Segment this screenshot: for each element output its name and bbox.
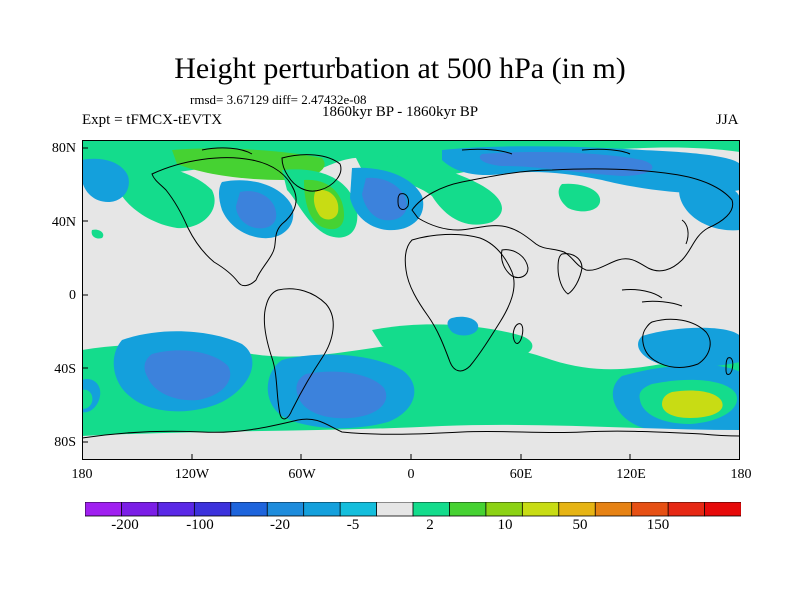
world-map [82, 140, 740, 460]
experiment-label: Expt = tFMCX-tEVTX [82, 112, 223, 128]
lon-label-180w: 180 [71, 467, 93, 482]
coast-eurasia [411, 168, 734, 272]
lat-label-80n: 80N [51, 141, 76, 156]
lon-label-60e: 60E [509, 467, 533, 482]
coast-arabia [501, 249, 529, 279]
colorbar-swatch [121, 502, 159, 517]
colorbar-swatch [594, 502, 633, 517]
field-blob-south-america-neg-core [296, 371, 387, 419]
coast-indonesia [621, 289, 683, 307]
colorbar-swatch [266, 502, 305, 517]
colorbar-swatch [704, 502, 741, 517]
colorbar-swatch [558, 502, 596, 517]
colorbar-label-neg100: -100 [186, 517, 214, 533]
chart-title: Height perturbation at 500 hPa (in m) [174, 52, 626, 85]
field-blob-natlantic-neg-core [362, 177, 407, 221]
lat-label-40n: 40N [51, 215, 76, 230]
period-label: 1860kyr BP - 1860kyr BP [322, 104, 479, 120]
map-ticks [82, 147, 631, 460]
colorbar-label-10: 10 [497, 517, 513, 533]
coast-north-america [151, 157, 297, 287]
colorbar-label-2: 2 [426, 517, 434, 533]
stats-label: rmsd= 3.67129 diff= 2.47432e-08 [190, 92, 367, 107]
coast-south-america [263, 288, 334, 420]
colorbar-swatch [485, 502, 524, 517]
coast-new-zealand [725, 357, 734, 375]
lon-label-180e: 180 [730, 467, 752, 482]
lat-label-80s: 80S [54, 435, 76, 450]
colorbar-swatch [85, 502, 123, 517]
colorbar-swatch [667, 502, 706, 517]
colorbar-label-150: 150 [646, 517, 670, 533]
coast-uk [397, 193, 409, 210]
colorbar-swatch [157, 502, 196, 517]
colorbar-label-neg5: -5 [346, 517, 360, 533]
field-blob-small-pacific [91, 229, 104, 239]
field-blob-atlantic-yellow [313, 189, 339, 220]
field-blob-europe-green [352, 150, 502, 225]
field-blob-east-indian-neg [638, 327, 740, 368]
lon-label-60w: 60W [288, 467, 316, 482]
field-blob-namerica-neg-core [236, 191, 277, 229]
field-blob-africa-neg [447, 316, 479, 336]
lon-label-120w: 120W [174, 467, 210, 482]
lon-label-120e: 120E [616, 467, 646, 482]
lon-label-0: 0 [407, 467, 415, 482]
colorbar-swatch [449, 502, 487, 517]
lat-label-0: 0 [69, 288, 76, 303]
colorbar-swatch [631, 502, 669, 517]
colorbar-swatch [376, 502, 414, 517]
field-blob-npacific-neg [82, 158, 129, 202]
colorbar-swatch [521, 502, 560, 517]
colorbar-swatch [230, 502, 268, 517]
coast-australia [642, 318, 711, 368]
colorbar-swatch [339, 502, 378, 517]
coast-arctic-islands [201, 147, 631, 155]
coast-antarctica [82, 418, 740, 439]
field-blob-east-asia-green [558, 183, 601, 212]
season-label: JJA [716, 112, 739, 128]
field-blob-south-indian-yellow [662, 390, 723, 418]
colorbar-swatch [303, 502, 341, 517]
coast-japan [681, 219, 689, 245]
coast-greenland [281, 154, 342, 192]
coast-india [557, 253, 583, 295]
field-blob-sw-edge-green [82, 389, 93, 409]
colorbar-swatch [412, 502, 451, 517]
colorbar-swatch [193, 502, 232, 517]
colorbar-label-neg200: -200 [111, 517, 139, 533]
coastlines [82, 147, 740, 439]
field-band-antarctic [82, 424, 740, 460]
lat-label-40s: 40S [54, 362, 76, 377]
field-blob-npacific-green [110, 165, 215, 229]
field-blob-eurasia-neg-core [479, 152, 653, 176]
colorbar-label-neg20: -20 [270, 517, 290, 533]
field-blob-south-pacific-neg-core [144, 350, 231, 401]
coast-madagascar [512, 323, 524, 344]
coast-africa [404, 233, 515, 372]
colorbar-label-50: 50 [572, 517, 588, 533]
height-field [82, 140, 740, 460]
colorbar [85, 502, 741, 517]
